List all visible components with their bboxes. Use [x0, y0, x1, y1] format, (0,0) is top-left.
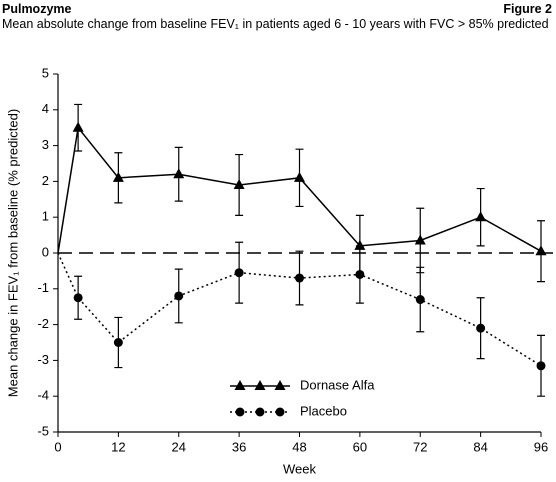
marker-triangle: [233, 178, 245, 189]
marker-circle: [476, 323, 486, 333]
legend-label: Dornase Alfa: [300, 377, 375, 392]
marker-circle: [174, 291, 184, 301]
marker-circle: [415, 295, 425, 305]
marker-circle: [73, 293, 83, 303]
marker-triangle: [414, 234, 426, 245]
legend-marker: [255, 407, 265, 417]
y-tick-label: 4: [42, 101, 49, 116]
marker-triangle: [294, 171, 305, 182]
marker-circle: [536, 361, 546, 371]
marker-circle: [113, 338, 123, 347]
y-tick-label: -4: [37, 388, 49, 403]
y-tick-label: 1: [42, 209, 49, 224]
y-tick-label: 0: [42, 244, 49, 259]
x-tick-label: 0: [54, 439, 61, 454]
chart-title: Mean absolute change from baseline FEV₁ …: [2, 17, 549, 31]
y-tick-label: -5: [37, 423, 49, 438]
x-tick-label: 36: [232, 439, 246, 454]
y-tick-label: 2: [42, 173, 49, 188]
y-tick-label: -2: [37, 316, 49, 331]
x-tick-label: 48: [292, 439, 306, 454]
x-tick-label: 84: [473, 439, 487, 454]
marker-circle: [355, 269, 365, 279]
header: Pulmozyme Figure 2 Mean absolute change …: [2, 2, 552, 32]
marker-triangle: [535, 245, 547, 256]
marker-triangle: [72, 121, 84, 132]
legend-marker: [274, 380, 286, 390]
legend-label: Placebo: [300, 403, 347, 418]
marker-circle: [234, 268, 244, 278]
x-tick-label: 72: [413, 439, 427, 454]
x-axis-label: Week: [283, 461, 316, 476]
legend-marker: [254, 380, 266, 390]
legend-marker: [234, 380, 246, 390]
y-tick-label: -3: [37, 352, 49, 367]
x-tick-label: 24: [172, 439, 186, 454]
x-tick-label: 12: [111, 439, 125, 454]
marker-circle: [295, 273, 304, 283]
y-tick-label: -1: [37, 280, 49, 295]
y-tick-label: 3: [42, 137, 49, 152]
header-row: Pulmozyme Figure 2: [2, 2, 552, 17]
marker-triangle: [173, 168, 185, 179]
product-name: Pulmozyme: [2, 2, 72, 16]
marker-triangle: [354, 239, 366, 250]
y-tick-label: 5: [42, 65, 49, 80]
legend-marker: [275, 407, 285, 417]
y-axis-label: Mean change in FEV₁ from baseline (% pre…: [5, 109, 20, 397]
figure-label: Figure 2: [503, 2, 552, 16]
series-line: [57, 125, 542, 254]
legend-marker: [235, 407, 245, 417]
x-tick-label: 96: [534, 439, 548, 454]
series-line: [57, 252, 542, 367]
marker-triangle: [112, 171, 124, 182]
x-tick-label: 60: [353, 439, 367, 454]
marker-triangle: [475, 211, 487, 222]
